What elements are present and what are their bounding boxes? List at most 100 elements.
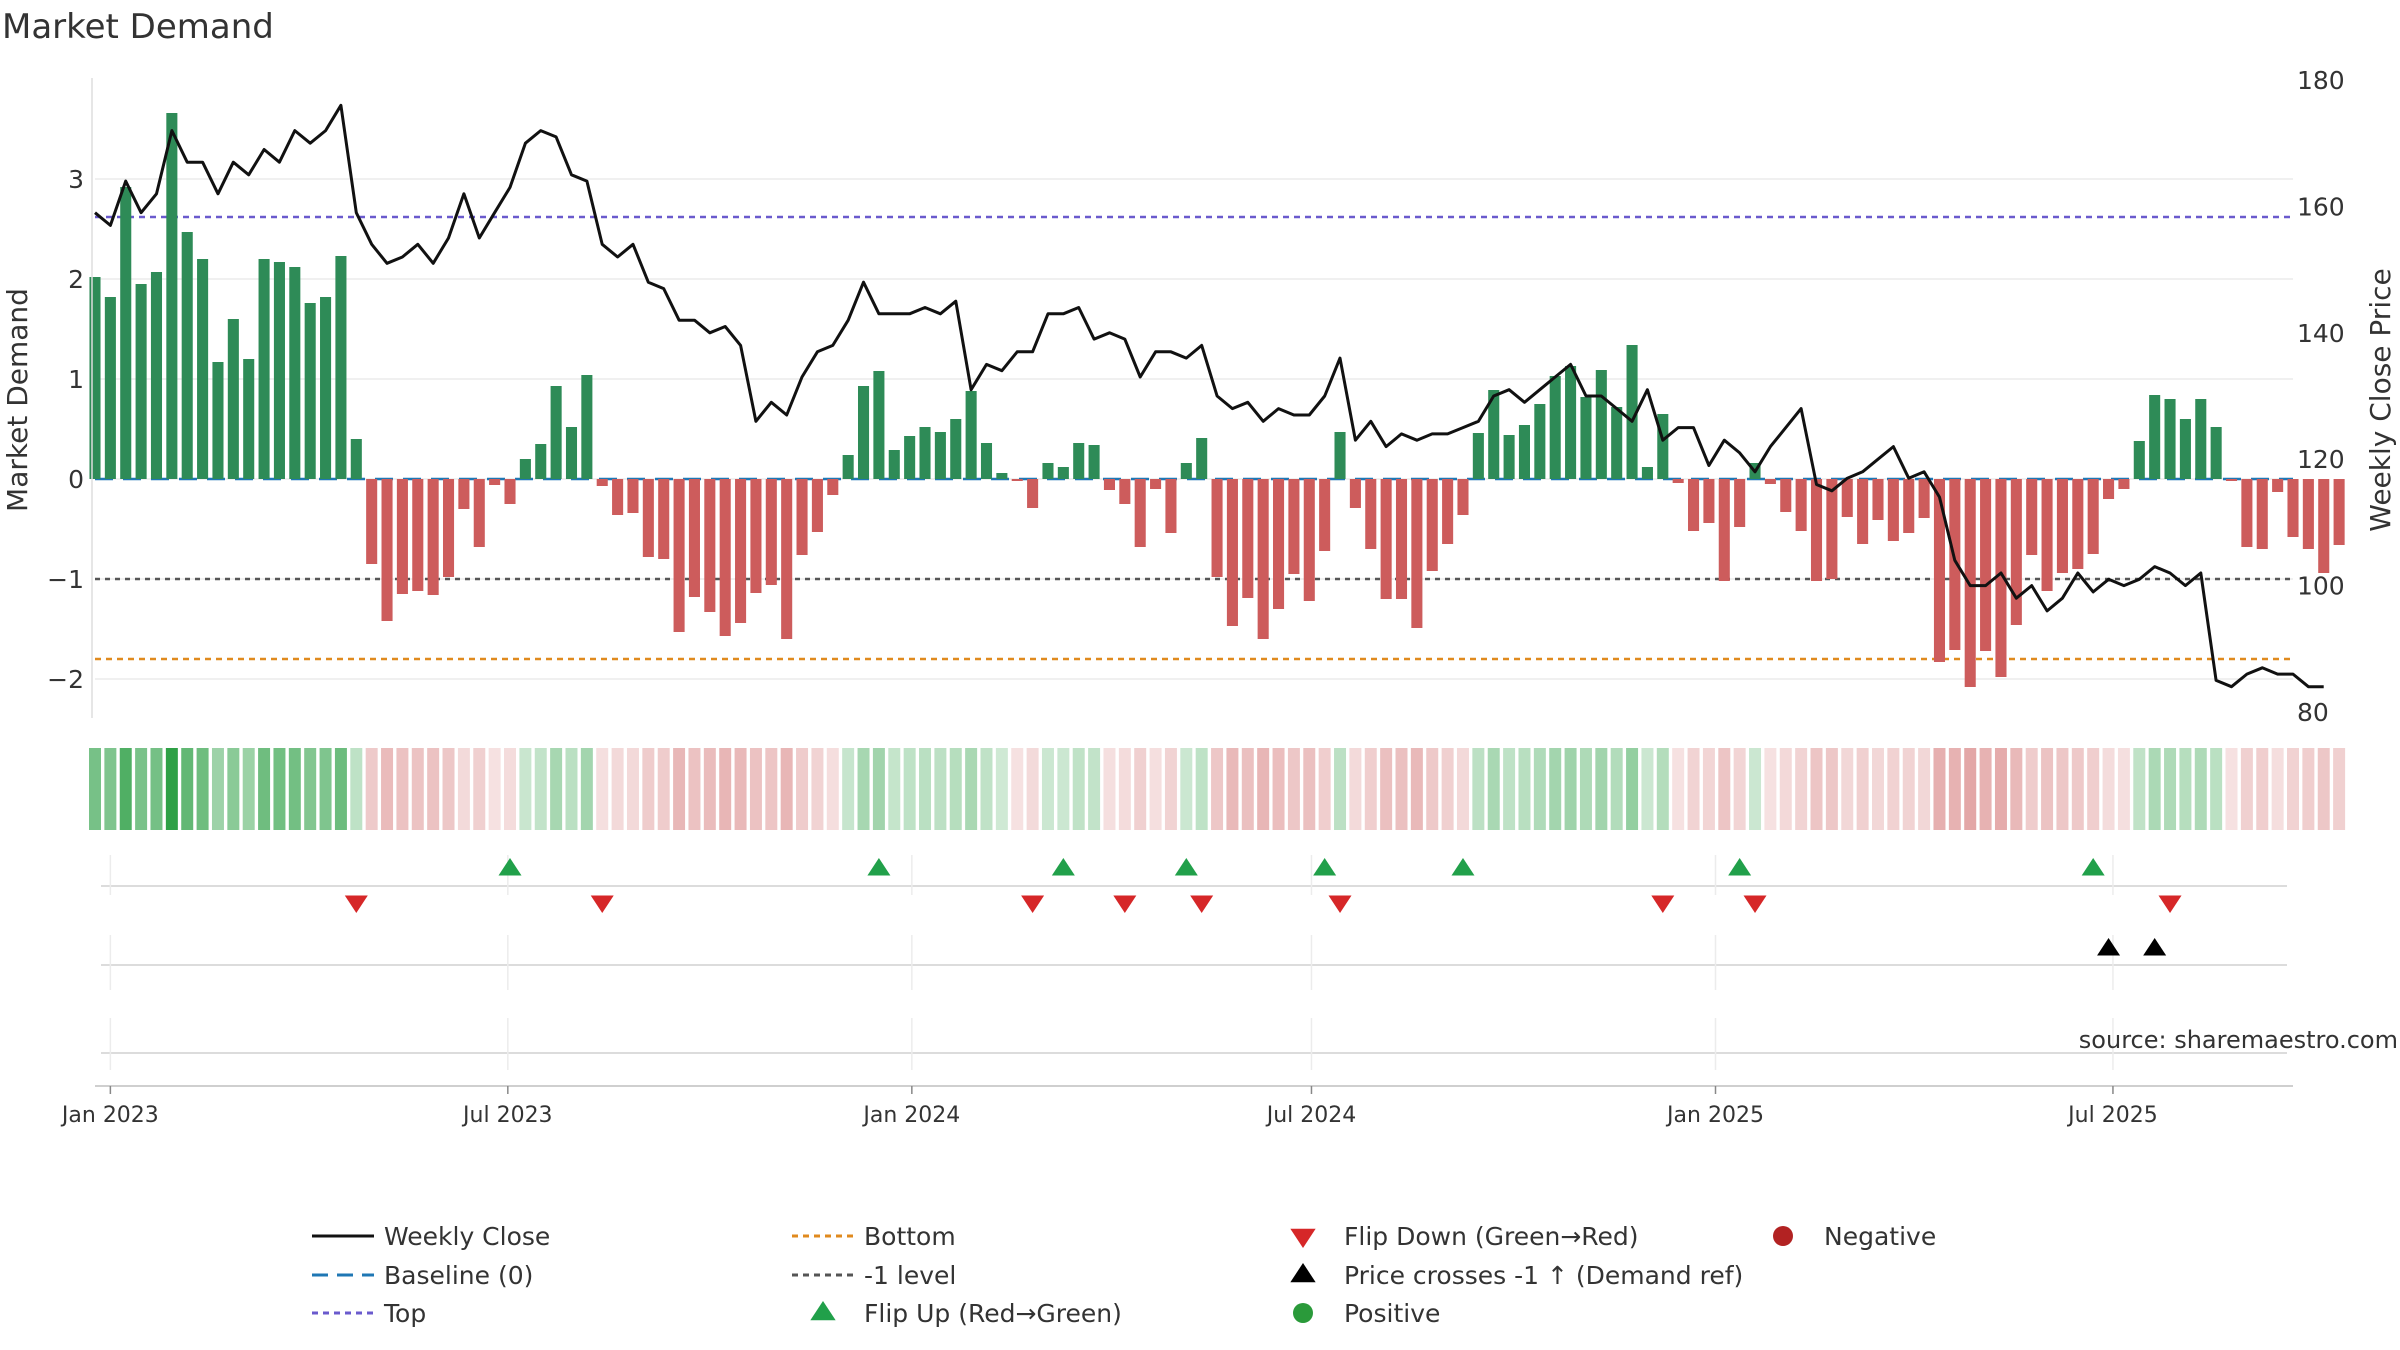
heat-strip-cell bbox=[1011, 748, 1024, 830]
heat-strip-cell bbox=[611, 748, 624, 830]
heat-strip-cell bbox=[2179, 748, 2192, 830]
axes-layer: −2 −1 0 1 2 3 80 100 120 140 160 180 bbox=[47, 66, 2345, 727]
flip-up-marker bbox=[1313, 858, 1337, 876]
heat-strip-cell bbox=[1441, 748, 1454, 830]
heat-strip-cell bbox=[519, 748, 532, 830]
heat-strip-cell bbox=[1410, 748, 1423, 830]
heat-strip-cell bbox=[1626, 748, 1639, 830]
demand-bar bbox=[1795, 479, 1807, 531]
demand-bars bbox=[89, 113, 2345, 687]
legend: Weekly Close Baseline (0) Top Bottom -1 leve… bbox=[312, 1222, 1936, 1328]
heat-strip-cell bbox=[1779, 748, 1792, 830]
demand-bar bbox=[750, 479, 762, 593]
heat-strip-cell bbox=[273, 748, 286, 830]
heat-strip-cell bbox=[457, 748, 470, 830]
demand-heat-strip bbox=[89, 748, 2346, 830]
heat-strip-cell bbox=[1318, 748, 1331, 830]
heat-strip-cell bbox=[688, 748, 701, 830]
heat-strip-cell bbox=[2256, 748, 2269, 830]
heat-strip-cell bbox=[504, 748, 517, 830]
demand-bar bbox=[1457, 479, 1469, 515]
y-tick-label-left: 2 bbox=[68, 265, 84, 294]
demand-bar bbox=[2256, 479, 2268, 549]
heat-strip-cell bbox=[211, 748, 224, 830]
heat-strip-cell bbox=[780, 748, 793, 830]
heat-strip-cell bbox=[1287, 748, 1300, 830]
demand-bar bbox=[2333, 479, 2345, 545]
heat-strip-cell bbox=[1088, 748, 1101, 830]
heat-strip-cell bbox=[350, 748, 363, 830]
heat-strip-cell bbox=[227, 748, 240, 830]
x-tick-label: Jul 2025 bbox=[2066, 1103, 2158, 1128]
demand-bar bbox=[1580, 397, 1592, 479]
heat-strip-cell bbox=[1272, 748, 1285, 830]
heat-strip-cell bbox=[719, 748, 732, 830]
demand-bar bbox=[1334, 432, 1346, 479]
flip-down-marker bbox=[1651, 895, 1675, 913]
demand-bar bbox=[396, 479, 408, 594]
heat-strip-cell bbox=[1795, 748, 1808, 830]
demand-bar bbox=[1180, 463, 1192, 479]
demand-bar bbox=[1826, 479, 1838, 579]
demand-bar bbox=[2010, 479, 2022, 625]
heat-strip-cell bbox=[2133, 748, 2146, 830]
heat-strip-cell bbox=[1456, 748, 1469, 830]
demand-bar bbox=[273, 262, 285, 479]
heat-strip-cell bbox=[1041, 748, 1054, 830]
legend-label: Baseline (0) bbox=[384, 1261, 533, 1290]
demand-bar bbox=[1718, 479, 1730, 581]
demand-bar bbox=[120, 187, 132, 479]
heat-strip-cell bbox=[196, 748, 209, 830]
legend-symbol-circle bbox=[1773, 1226, 1793, 1246]
legend-label: Flip Up (Red→Green) bbox=[864, 1299, 1122, 1328]
heat-strip-cell bbox=[1549, 748, 1562, 830]
demand-bar bbox=[2225, 479, 2238, 481]
legend-label: Flip Down (Green→Red) bbox=[1344, 1222, 1639, 1251]
heat-strip-cell bbox=[1134, 748, 1147, 830]
legend-label: Price crosses -1 ↑ (Demand ref) bbox=[1344, 1261, 1743, 1290]
demand-bar bbox=[1226, 479, 1238, 626]
flip-down-marker bbox=[1328, 895, 1352, 913]
heat-strip-cell bbox=[734, 748, 747, 830]
y-axis-label-left: Market Demand bbox=[1, 288, 34, 512]
y-axis-label-right: Weekly Close Price bbox=[2364, 268, 2397, 531]
demand-bar bbox=[1857, 479, 1869, 544]
flip-down-marker bbox=[2158, 895, 2182, 913]
y-tick-label-left: −1 bbox=[47, 565, 84, 594]
heat-strip-cell bbox=[2210, 748, 2223, 830]
heat-strip-cell bbox=[903, 748, 916, 830]
demand-bar bbox=[950, 419, 962, 479]
price-cross-marker bbox=[2097, 938, 2121, 956]
heat-strip-cell bbox=[1595, 748, 1608, 830]
heat-strip-cell bbox=[1918, 748, 1931, 830]
heat-strip-cell bbox=[842, 748, 855, 830]
legend-symbol-triangle-down bbox=[1290, 1228, 1316, 1248]
flip-up-marker bbox=[1728, 858, 1752, 876]
heat-strip-cell bbox=[165, 748, 178, 830]
heat-strip-cell bbox=[1672, 748, 1685, 830]
demand-bar bbox=[335, 256, 347, 479]
demand-bar bbox=[181, 232, 193, 479]
legend-symbol-circle bbox=[1293, 1303, 1313, 1323]
legend-symbol-triangle-up bbox=[1290, 1263, 1316, 1283]
demand-bar bbox=[1534, 404, 1546, 479]
heat-strip-cell bbox=[1426, 748, 1439, 830]
demand-bar bbox=[1503, 435, 1515, 479]
heat-strip-cell bbox=[1180, 748, 1193, 830]
demand-bar bbox=[2149, 395, 2161, 479]
flip-down-marker bbox=[590, 895, 614, 913]
heat-strip-cell bbox=[1749, 748, 1762, 830]
demand-bar bbox=[1319, 479, 1331, 551]
demand-bar bbox=[1887, 479, 1899, 541]
legend-item: Flip Up (Red→Green) bbox=[810, 1299, 1122, 1328]
flip-up-marker bbox=[867, 858, 891, 876]
y-tick-label-right: 80 bbox=[2297, 698, 2329, 727]
heat-strip-cell bbox=[135, 748, 148, 830]
demand-bar bbox=[289, 267, 301, 479]
heat-strip-cell bbox=[1349, 748, 1362, 830]
heat-strip-cell bbox=[1825, 748, 1838, 830]
heat-strip-cell bbox=[2225, 748, 2238, 830]
heat-strip-cell bbox=[1533, 748, 1546, 830]
heat-strip-cell bbox=[1395, 748, 1408, 830]
flip-down-marker bbox=[1021, 895, 1045, 913]
